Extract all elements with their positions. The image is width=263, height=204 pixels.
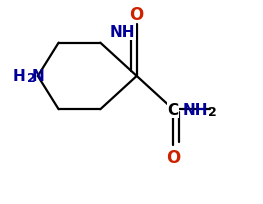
Text: NH: NH bbox=[109, 25, 135, 40]
Text: O: O bbox=[130, 6, 144, 23]
Text: H: H bbox=[13, 69, 26, 84]
Text: C: C bbox=[168, 102, 179, 117]
Text: 2: 2 bbox=[208, 105, 216, 118]
Text: O: O bbox=[166, 149, 180, 166]
Text: N: N bbox=[32, 69, 45, 84]
Text: NH: NH bbox=[109, 25, 135, 40]
Text: 2: 2 bbox=[27, 72, 36, 85]
Text: NH: NH bbox=[183, 102, 208, 117]
